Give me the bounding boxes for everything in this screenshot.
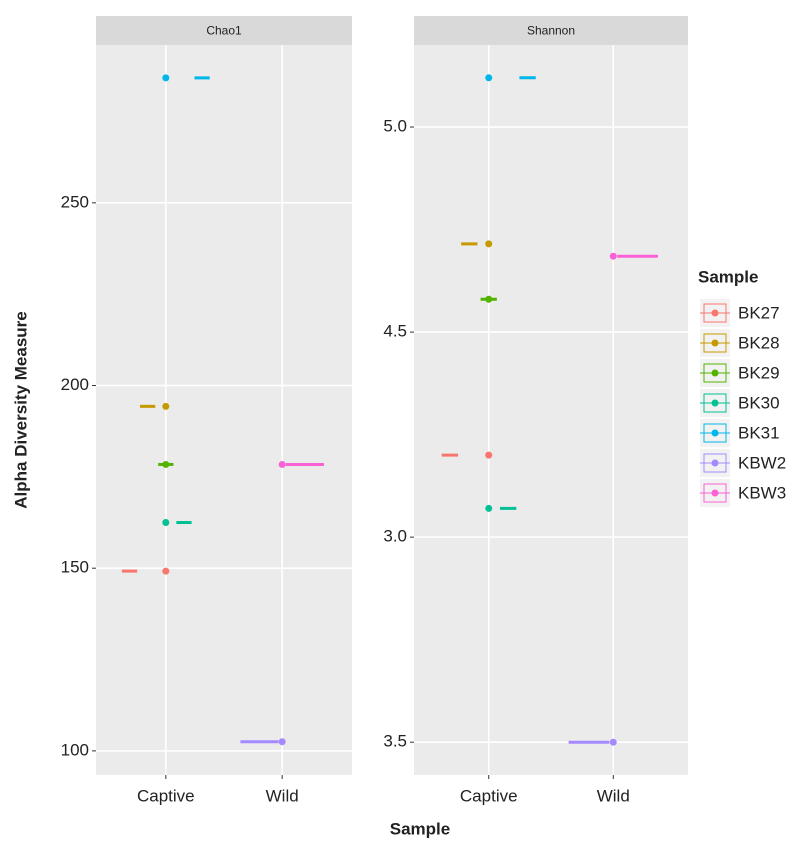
point — [485, 451, 493, 459]
plot-background — [96, 45, 352, 775]
legend-label: BK31 — [738, 423, 780, 442]
y-axis-label: Alpha Diversity Measure — [11, 311, 30, 508]
legend-label: BK28 — [738, 333, 780, 352]
point — [609, 738, 617, 746]
point — [162, 74, 170, 82]
legend-dot — [711, 489, 719, 497]
y-tick-label: 150 — [61, 558, 89, 577]
point — [485, 295, 493, 303]
point — [278, 460, 286, 468]
y-tick-label: 250 — [61, 192, 89, 211]
legend-label: BK29 — [738, 363, 780, 382]
legend-label: KBW2 — [738, 453, 786, 472]
point — [485, 240, 493, 248]
point — [162, 402, 170, 410]
point — [162, 460, 170, 468]
strip — [414, 16, 688, 45]
point — [162, 567, 170, 575]
point — [278, 738, 286, 746]
x-axis-label: Sample — [390, 819, 450, 838]
legend-dot — [711, 369, 719, 377]
legend-dot — [711, 429, 719, 437]
y-tick-label: 200 — [61, 375, 89, 394]
point — [609, 252, 617, 260]
panel-title: Chao1 — [206, 24, 242, 38]
strip — [96, 16, 352, 45]
legend-label: BK30 — [738, 393, 780, 412]
y-tick-label: 4.5 — [383, 322, 407, 341]
y-tick-label: 5.0 — [383, 117, 407, 136]
legend-dot — [711, 339, 719, 347]
x-tick-label: Captive — [460, 786, 518, 805]
x-tick-label: Wild — [597, 786, 630, 805]
legend-title: Sample — [698, 267, 758, 286]
panel-title: Shannon — [527, 24, 575, 38]
point — [485, 74, 493, 82]
legend-dot — [711, 309, 719, 317]
x-tick-label: Captive — [137, 786, 195, 805]
legend-label: KBW3 — [738, 483, 786, 502]
legend-label: BK27 — [738, 303, 780, 322]
x-tick-label: Wild — [266, 786, 299, 805]
point — [485, 504, 493, 512]
y-tick-label: 3.5 — [383, 732, 407, 751]
y-tick-label: 100 — [61, 740, 89, 759]
plot-background — [414, 45, 688, 775]
point — [162, 519, 170, 527]
legend-dot — [711, 399, 719, 407]
y-tick-label: 3.0 — [383, 527, 407, 546]
legend-dot — [711, 459, 719, 467]
